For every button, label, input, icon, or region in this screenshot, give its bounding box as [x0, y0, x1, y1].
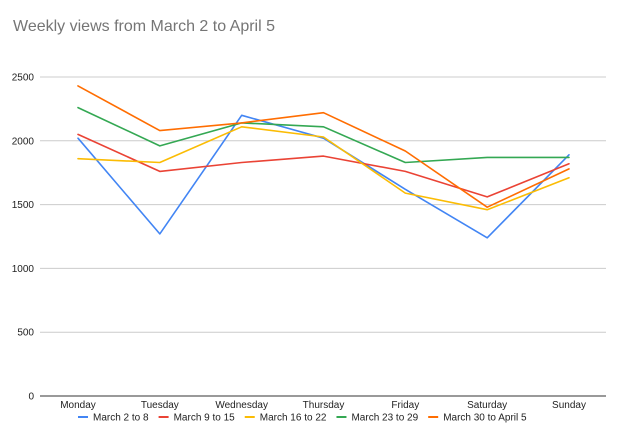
x-tick-label: Wednesday	[215, 400, 268, 411]
gridlines	[40, 76, 606, 397]
y-tick-label: 0	[28, 392, 34, 403]
legend-item: March 30 to April 5	[428, 413, 527, 424]
legend-label: March 23 to 29	[351, 413, 418, 424]
y-tick-label: 2500	[12, 73, 35, 84]
chart-title: Weekly views from March 2 to April 5	[13, 18, 275, 35]
series-line	[77, 114, 570, 239]
legend-label: March 9 to 15	[174, 413, 236, 424]
y-axis-ticks: 0 500 1000 1500 2000 2500	[12, 73, 35, 403]
x-axis-ticks: Monday Tuesday Wednesday Thursday Friday Satu…	[60, 400, 586, 411]
legend-label: March 30 to April 5	[443, 413, 527, 424]
y-tick-label: 2000	[12, 136, 35, 147]
x-tick-label: Saturday	[467, 400, 507, 411]
legend-item: March 9 to 15	[158, 413, 236, 424]
legend: March 2 to 8 March 9 to 15 March 16 to 22 M…	[78, 413, 527, 424]
legend-item: March 16 to 22	[244, 413, 327, 424]
x-tick-label: Monday	[60, 400, 96, 411]
x-tick-label: Friday	[391, 400, 419, 411]
x-tick-label: Tuesday	[141, 400, 179, 411]
series-lines	[77, 85, 570, 239]
series-line	[77, 133, 570, 198]
legend-item: March 23 to 29	[336, 413, 419, 424]
series-line	[77, 126, 570, 211]
y-tick-label: 1500	[12, 200, 35, 211]
series-line	[77, 85, 570, 208]
y-tick-label: 1000	[12, 264, 35, 275]
x-tick-label: Sunday	[552, 400, 586, 411]
x-tick-label: Thursday	[303, 400, 345, 411]
legend-label: March 16 to 22	[260, 413, 327, 424]
legend-item: March 2 to 8	[78, 413, 149, 424]
y-tick-label: 500	[17, 328, 34, 339]
legend-label: March 2 to 8	[93, 413, 149, 424]
series-line	[77, 106, 570, 164]
